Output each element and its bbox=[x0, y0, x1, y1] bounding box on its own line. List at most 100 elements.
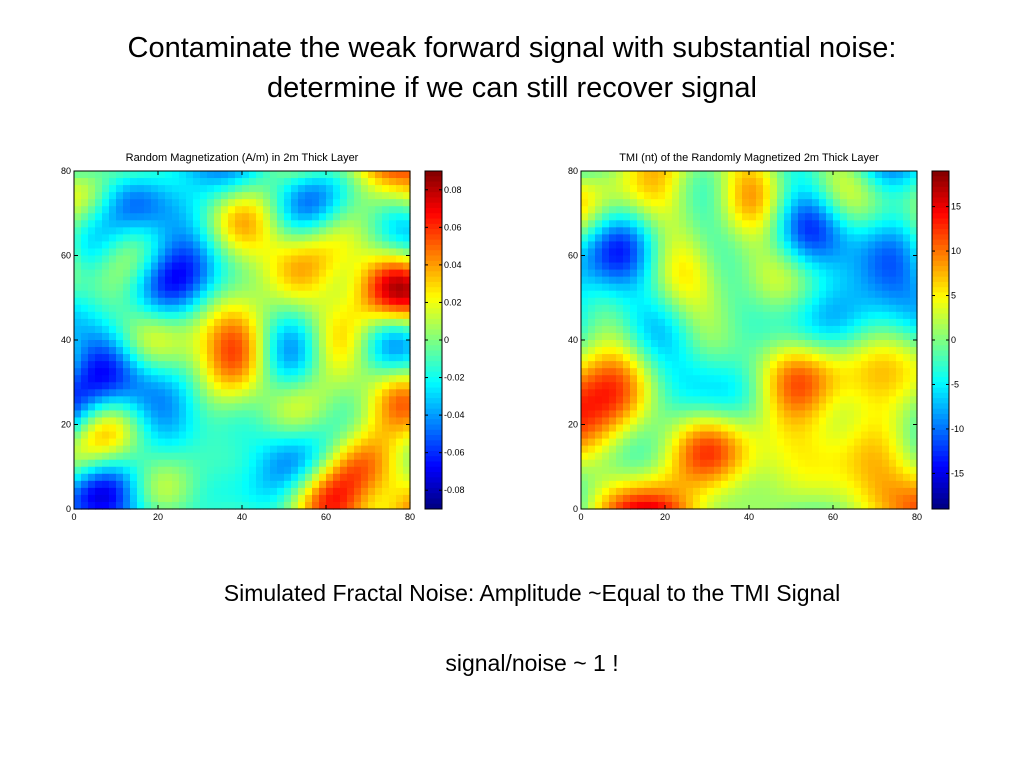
heatmap-cell bbox=[270, 311, 278, 320]
heatmap-cell bbox=[228, 192, 236, 200]
heatmap-cell bbox=[588, 466, 596, 475]
heatmap-cell bbox=[756, 354, 764, 362]
heatmap-cell bbox=[735, 304, 743, 313]
heatmap-cell bbox=[756, 438, 764, 447]
heatmap-cell bbox=[193, 283, 201, 292]
heatmap-cell bbox=[249, 354, 257, 362]
heatmap-cell bbox=[326, 269, 334, 278]
heatmap-cell bbox=[623, 241, 631, 250]
heatmap-cell bbox=[74, 318, 82, 327]
heatmap-cell bbox=[347, 382, 355, 390]
heatmap-cell bbox=[763, 452, 771, 461]
heatmap-cell bbox=[595, 417, 603, 426]
heatmap-cell bbox=[144, 255, 152, 264]
heatmap-cell bbox=[756, 487, 764, 496]
heatmap-cell bbox=[826, 171, 834, 179]
heatmap-cell bbox=[193, 213, 201, 221]
heatmap-cell bbox=[242, 424, 250, 433]
heatmap-cell bbox=[235, 494, 243, 503]
heatmap-cell bbox=[889, 262, 897, 271]
colorbar-segment bbox=[932, 440, 949, 447]
heatmap-cell bbox=[214, 396, 222, 404]
heatmap-cell bbox=[207, 304, 215, 313]
heatmap-cell bbox=[861, 494, 869, 503]
heatmap-cell bbox=[165, 389, 173, 397]
heatmap-cell bbox=[74, 283, 82, 292]
heatmap-cell bbox=[861, 340, 869, 348]
heatmap-cell bbox=[763, 206, 771, 214]
heatmap-cell bbox=[609, 255, 617, 264]
heatmap-cell bbox=[137, 445, 145, 454]
colorbar-segment bbox=[425, 176, 442, 183]
heatmap-cell bbox=[298, 361, 306, 369]
heatmap-cell bbox=[242, 290, 250, 299]
heatmap-cell bbox=[672, 304, 680, 313]
heatmap-cell bbox=[319, 192, 327, 200]
heatmap-cell bbox=[840, 325, 848, 334]
heatmap-cell bbox=[354, 347, 362, 355]
heatmap-cell bbox=[186, 297, 194, 306]
heatmap-cell bbox=[693, 318, 701, 327]
heatmap-cell bbox=[186, 487, 194, 496]
heatmap-cell bbox=[221, 276, 229, 285]
heatmap-cell bbox=[679, 438, 687, 447]
heatmap-cell bbox=[868, 304, 876, 313]
heatmap-cell bbox=[910, 375, 918, 383]
heatmap-cell bbox=[644, 431, 652, 440]
heatmap-cell bbox=[749, 354, 757, 362]
heatmap-cell bbox=[623, 354, 631, 362]
heatmap-cell bbox=[396, 262, 404, 271]
heatmap-cell bbox=[207, 332, 215, 341]
heatmap-cell bbox=[361, 192, 369, 200]
heatmap-cell bbox=[770, 220, 778, 228]
heatmap-cell bbox=[889, 494, 897, 503]
heatmap-cell bbox=[784, 290, 792, 299]
heatmap-cell bbox=[319, 417, 327, 426]
heatmap-cell bbox=[291, 494, 299, 503]
heatmap-cell bbox=[756, 269, 764, 278]
heatmap-cell bbox=[375, 361, 383, 369]
heatmap-cell bbox=[207, 424, 215, 433]
heatmap-cell bbox=[609, 424, 617, 433]
heatmap-cell bbox=[200, 403, 208, 412]
heatmap-cell bbox=[686, 185, 694, 193]
heatmap-cell bbox=[207, 297, 215, 306]
heatmap-cell bbox=[305, 340, 313, 348]
heatmap-cell bbox=[102, 459, 110, 468]
heatmap-cell bbox=[742, 297, 750, 306]
colorbar-segment bbox=[932, 181, 949, 188]
heatmap-cell bbox=[228, 361, 236, 369]
heatmap-cell bbox=[889, 340, 897, 348]
heatmap-cell bbox=[172, 332, 180, 341]
heatmap-cell bbox=[588, 220, 596, 228]
heatmap-cell bbox=[130, 171, 138, 179]
heatmap-cell bbox=[672, 445, 680, 454]
heatmap-cell bbox=[651, 459, 659, 468]
heatmap-cell bbox=[742, 178, 750, 186]
heatmap-cell bbox=[137, 501, 145, 510]
heatmap-cell bbox=[896, 283, 904, 292]
heatmap-cell bbox=[144, 410, 152, 419]
heatmap-cell bbox=[875, 494, 883, 503]
heatmap-cell bbox=[123, 192, 131, 200]
heatmap-cell bbox=[588, 473, 596, 482]
heatmap-cell bbox=[882, 206, 890, 214]
heatmap-cell bbox=[263, 241, 271, 250]
heatmap-cell bbox=[172, 494, 180, 503]
heatmap-cell bbox=[312, 431, 320, 440]
heatmap-cell bbox=[602, 248, 610, 257]
heatmap-cell bbox=[228, 297, 236, 306]
heatmap-cell bbox=[172, 283, 180, 292]
colorbar-segment bbox=[932, 318, 949, 325]
heatmap-cell bbox=[882, 241, 890, 250]
heatmap-cell bbox=[340, 445, 348, 454]
heatmap-cell bbox=[637, 171, 645, 179]
heatmap-cell bbox=[109, 192, 117, 200]
heatmap-cell bbox=[819, 255, 827, 264]
heatmap-cell bbox=[826, 248, 834, 257]
heatmap-cell bbox=[347, 290, 355, 299]
heatmap-cell bbox=[854, 445, 862, 454]
heatmap-cell bbox=[221, 368, 229, 376]
heatmap-cell bbox=[651, 199, 659, 207]
heatmap-cell bbox=[763, 248, 771, 257]
